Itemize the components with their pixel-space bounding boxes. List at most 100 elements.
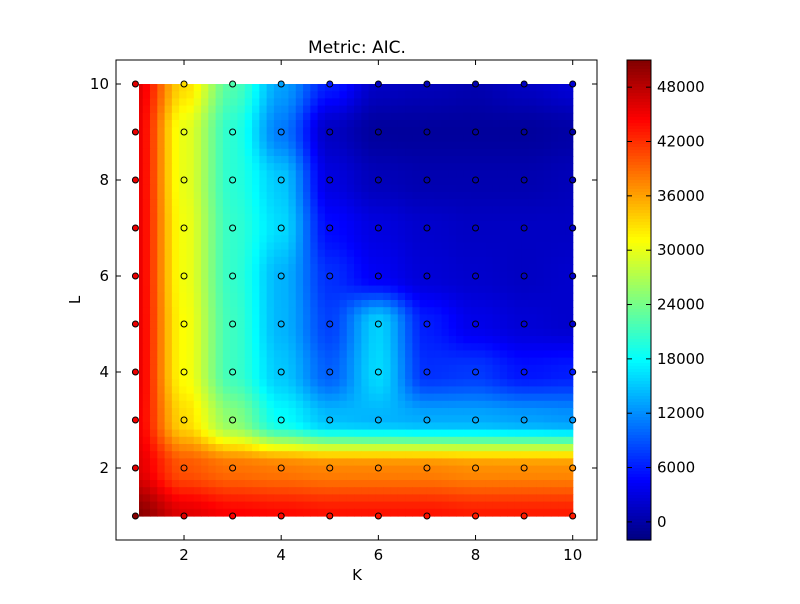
heatmap-cell [390, 91, 399, 99]
heatmap-cell [164, 84, 173, 92]
heatmap-cell [252, 444, 260, 452]
heatmap-cell [139, 501, 144, 510]
heatmap-cell [244, 271, 253, 279]
heatmap-cell [179, 192, 188, 200]
heatmap-cell [339, 314, 348, 323]
heatmap-cell [259, 422, 268, 431]
heatmap-cell [295, 127, 304, 135]
heatmap-cell [375, 292, 384, 301]
heatmap-cell [259, 393, 268, 402]
colorbar-segment [627, 528, 651, 532]
heatmap-cell [332, 415, 341, 423]
heatmap-cell [215, 120, 224, 128]
heatmap-cell [150, 508, 158, 517]
heatmap-cell [419, 98, 428, 107]
colorbar-segment [627, 111, 651, 115]
colorbar-segment [627, 516, 651, 520]
heatmap-cell [470, 199, 479, 207]
heatmap-cell [266, 415, 275, 423]
heatmap-cell [215, 199, 224, 207]
data-point-marker [423, 464, 431, 472]
heatmap-cell [164, 465, 173, 474]
heatmap-cell [230, 163, 239, 171]
heatmap-cell [463, 393, 472, 402]
heatmap-cell [230, 494, 239, 503]
heatmap-cell [179, 494, 188, 503]
heatmap-cell [354, 372, 362, 380]
heatmap-cell [303, 228, 311, 236]
heatmap-cell [142, 364, 151, 373]
heatmap-cell [252, 242, 260, 251]
heatmap-cell [499, 379, 508, 387]
heatmap-cell [252, 285, 260, 294]
heatmap-cell [368, 120, 377, 128]
heatmap-cell [171, 271, 180, 279]
heatmap-cell [426, 177, 435, 186]
heatmap-cell [208, 177, 217, 186]
heatmap-cell [550, 105, 559, 114]
heatmap-cell [281, 105, 290, 114]
colorbar-segment [627, 261, 651, 265]
heatmap-cell [419, 256, 428, 265]
heatmap-cell [536, 501, 545, 510]
heatmap-cell [303, 206, 311, 215]
heatmap-cell [281, 220, 290, 229]
heatmap-cell [339, 271, 348, 279]
heatmap-cell [310, 105, 319, 114]
heatmap-cell [558, 451, 567, 459]
heatmap-cell [142, 372, 151, 380]
heatmap-cell [441, 372, 450, 380]
heatmap-cell [201, 501, 209, 510]
heatmap-cell [456, 408, 464, 416]
heatmap-cell [237, 285, 246, 294]
heatmap-cell [463, 134, 472, 143]
heatmap-cell [288, 141, 297, 150]
heatmap-cell [201, 364, 209, 373]
heatmap-cell [208, 343, 217, 351]
heatmap-cell [565, 386, 574, 395]
heatmap-cell [507, 465, 516, 474]
heatmap-cell [310, 451, 319, 459]
heatmap-cell [550, 508, 559, 517]
colorbar-segment [627, 252, 651, 256]
heatmap-cell [157, 372, 166, 380]
heatmap-cell [463, 156, 472, 164]
data-point-marker [569, 128, 577, 136]
heatmap-cell [208, 300, 217, 308]
heatmap-cell [266, 120, 275, 128]
heatmap-cell [419, 400, 428, 409]
heatmap-cell [295, 336, 304, 344]
heatmap-cell [412, 206, 421, 215]
heatmap-cell [470, 141, 479, 150]
heatmap-cell [485, 271, 494, 279]
heatmap-cell [230, 451, 239, 459]
heatmap-cell [397, 134, 406, 143]
heatmap-cell [499, 84, 508, 92]
heatmap-cell [477, 501, 486, 510]
heatmap-cell [266, 451, 275, 459]
heatmap-cell [193, 112, 202, 121]
heatmap-cell [390, 242, 399, 251]
heatmap-cell [543, 415, 552, 423]
heatmap-cell [273, 436, 282, 445]
data-point-marker [180, 272, 188, 280]
heatmap-cell [139, 336, 144, 344]
heatmap-cell [215, 213, 224, 222]
heatmap-cell [164, 184, 173, 193]
heatmap-cell [368, 494, 377, 503]
heatmap-cell [171, 444, 180, 452]
heatmap-cell [244, 458, 253, 467]
heatmap-cell [492, 408, 501, 416]
heatmap-cell [492, 393, 501, 402]
heatmap-cell [550, 141, 559, 150]
heatmap-cell [222, 292, 231, 301]
heatmap-cell [375, 379, 384, 387]
heatmap-cell [361, 120, 370, 128]
heatmap-cell [339, 393, 348, 402]
heatmap-cell [324, 199, 333, 207]
colorbar-segment [627, 420, 651, 424]
heatmap-cell [528, 458, 537, 467]
colorbar-segment [627, 324, 651, 328]
heatmap-cell [470, 105, 479, 114]
heatmap-cell [179, 84, 188, 92]
